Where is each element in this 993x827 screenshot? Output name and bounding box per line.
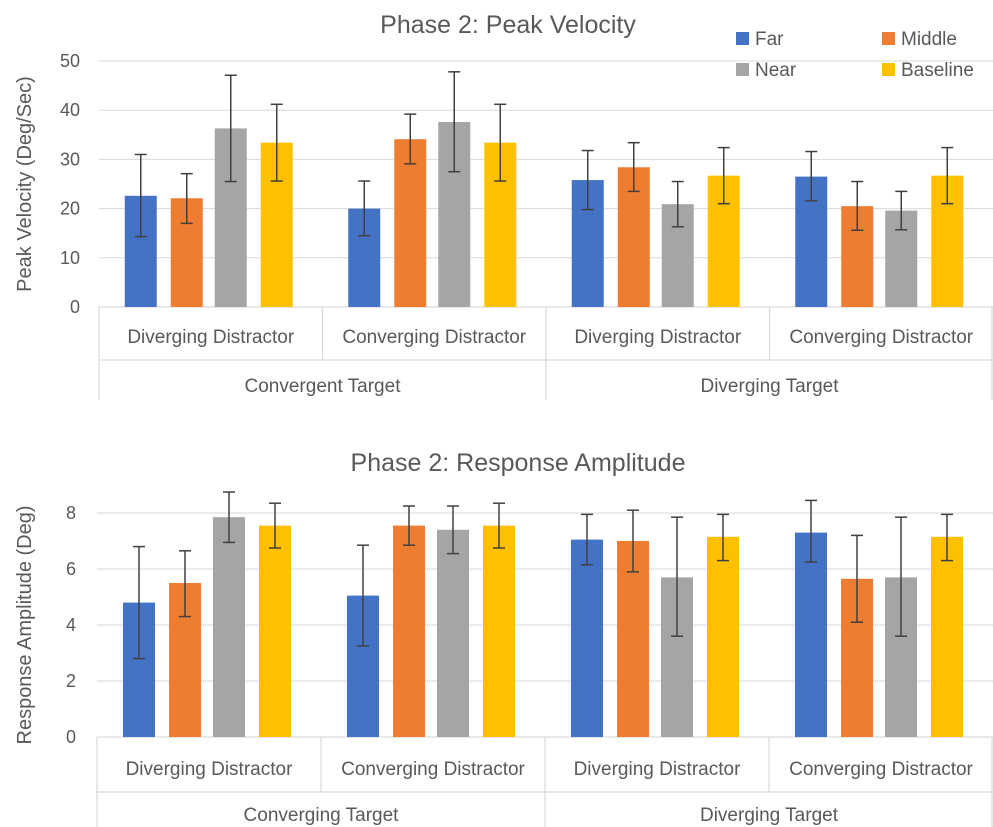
legend: Far Middle Near Baseline xyxy=(736,29,974,81)
legend-label-far: Far xyxy=(755,29,784,50)
peak-velocity-category-label-diverging-distractor: Diverging Distractor xyxy=(127,327,294,348)
response-amplitude-bar-far xyxy=(795,532,827,737)
peak-velocity-category-label-converging-distractor: Converging Distractor xyxy=(342,327,526,348)
peak-velocity-plot-area: 0 10 20 30 40 50 Diverging Distractor Convergin… xyxy=(60,51,993,400)
response-amplitude-y-tick-label: 4 xyxy=(66,615,76,635)
response-amplitude-bar-middle xyxy=(617,541,649,737)
peak-velocity-chart: Phase 2: Peak Velocity Peak Velocity (De… xyxy=(14,11,993,400)
response-amplitude-bar-baseline xyxy=(483,525,515,737)
response-amplitude-group-label-converging-target: Converging Target xyxy=(244,805,400,826)
legend-label-middle: Middle xyxy=(901,29,957,50)
response-amplitude-bar-baseline xyxy=(259,525,291,737)
peak-velocity-y-tick-label: 40 xyxy=(60,100,80,120)
legend-swatch-near xyxy=(736,63,749,76)
response-amplitude-bar-far xyxy=(571,539,603,737)
response-amplitude-category-label-converging-distractor: Converging Distractor xyxy=(789,759,973,780)
response-amplitude-chart: Phase 2: Response Amplitude Response Amp… xyxy=(14,449,993,827)
peak-velocity-y-tick-label: 50 xyxy=(60,51,80,71)
response-amplitude-bar-middle xyxy=(393,525,425,737)
peak-velocity-y-axis-title: Peak Velocity (Deg/Sec) xyxy=(14,76,36,292)
legend-swatch-middle xyxy=(882,32,895,45)
legend-swatch-far xyxy=(736,32,749,45)
response-amplitude-bar-baseline xyxy=(707,536,739,737)
response-amplitude-bar-near xyxy=(213,517,245,737)
peak-velocity-category-label-diverging-distractor: Diverging Distractor xyxy=(574,327,741,348)
response-amplitude-chart-title: Phase 2: Response Amplitude xyxy=(351,449,686,477)
legend-label-near: Near xyxy=(755,60,797,81)
peak-velocity-group-label-convergent-target: Convergent Target xyxy=(245,376,402,397)
response-amplitude-y-axis-title: Response Amplitude (Deg) xyxy=(14,505,36,744)
peak-velocity-group-label-diverging-target: Diverging Target xyxy=(700,376,839,397)
peak-velocity-bar-middle xyxy=(394,139,427,307)
response-amplitude-category-label-diverging-distractor: Diverging Distractor xyxy=(574,759,741,780)
response-amplitude-category-label-diverging-distractor: Diverging Distractor xyxy=(126,759,293,780)
legend-swatch-baseline xyxy=(882,63,895,76)
response-amplitude-category-label-converging-distractor: Converging Distractor xyxy=(341,759,525,780)
legend-label-baseline: Baseline xyxy=(901,60,974,81)
response-amplitude-group-label-diverging-target: Diverging Target xyxy=(700,805,839,826)
response-amplitude-bar-baseline xyxy=(931,536,963,737)
response-amplitude-y-tick-label: 6 xyxy=(66,559,76,579)
response-amplitude-y-tick-label: 2 xyxy=(66,671,76,691)
response-amplitude-y-tick-label: 8 xyxy=(66,503,76,523)
response-amplitude-plot-area: 0 2 4 6 8 Diverging Distractor Converging Dist… xyxy=(66,491,993,827)
peak-velocity-chart-title: Phase 2: Peak Velocity xyxy=(380,11,636,39)
peak-velocity-category-label-converging-distractor: Converging Distractor xyxy=(789,327,973,348)
peak-velocity-y-tick-label: 20 xyxy=(60,199,80,219)
peak-velocity-y-tick-label: 10 xyxy=(60,248,80,268)
peak-velocity-y-tick-label: 0 xyxy=(70,297,80,317)
peak-velocity-y-tick-label: 30 xyxy=(60,149,80,169)
response-amplitude-bar-near xyxy=(437,529,469,737)
response-amplitude-y-tick-label: 0 xyxy=(66,727,76,747)
